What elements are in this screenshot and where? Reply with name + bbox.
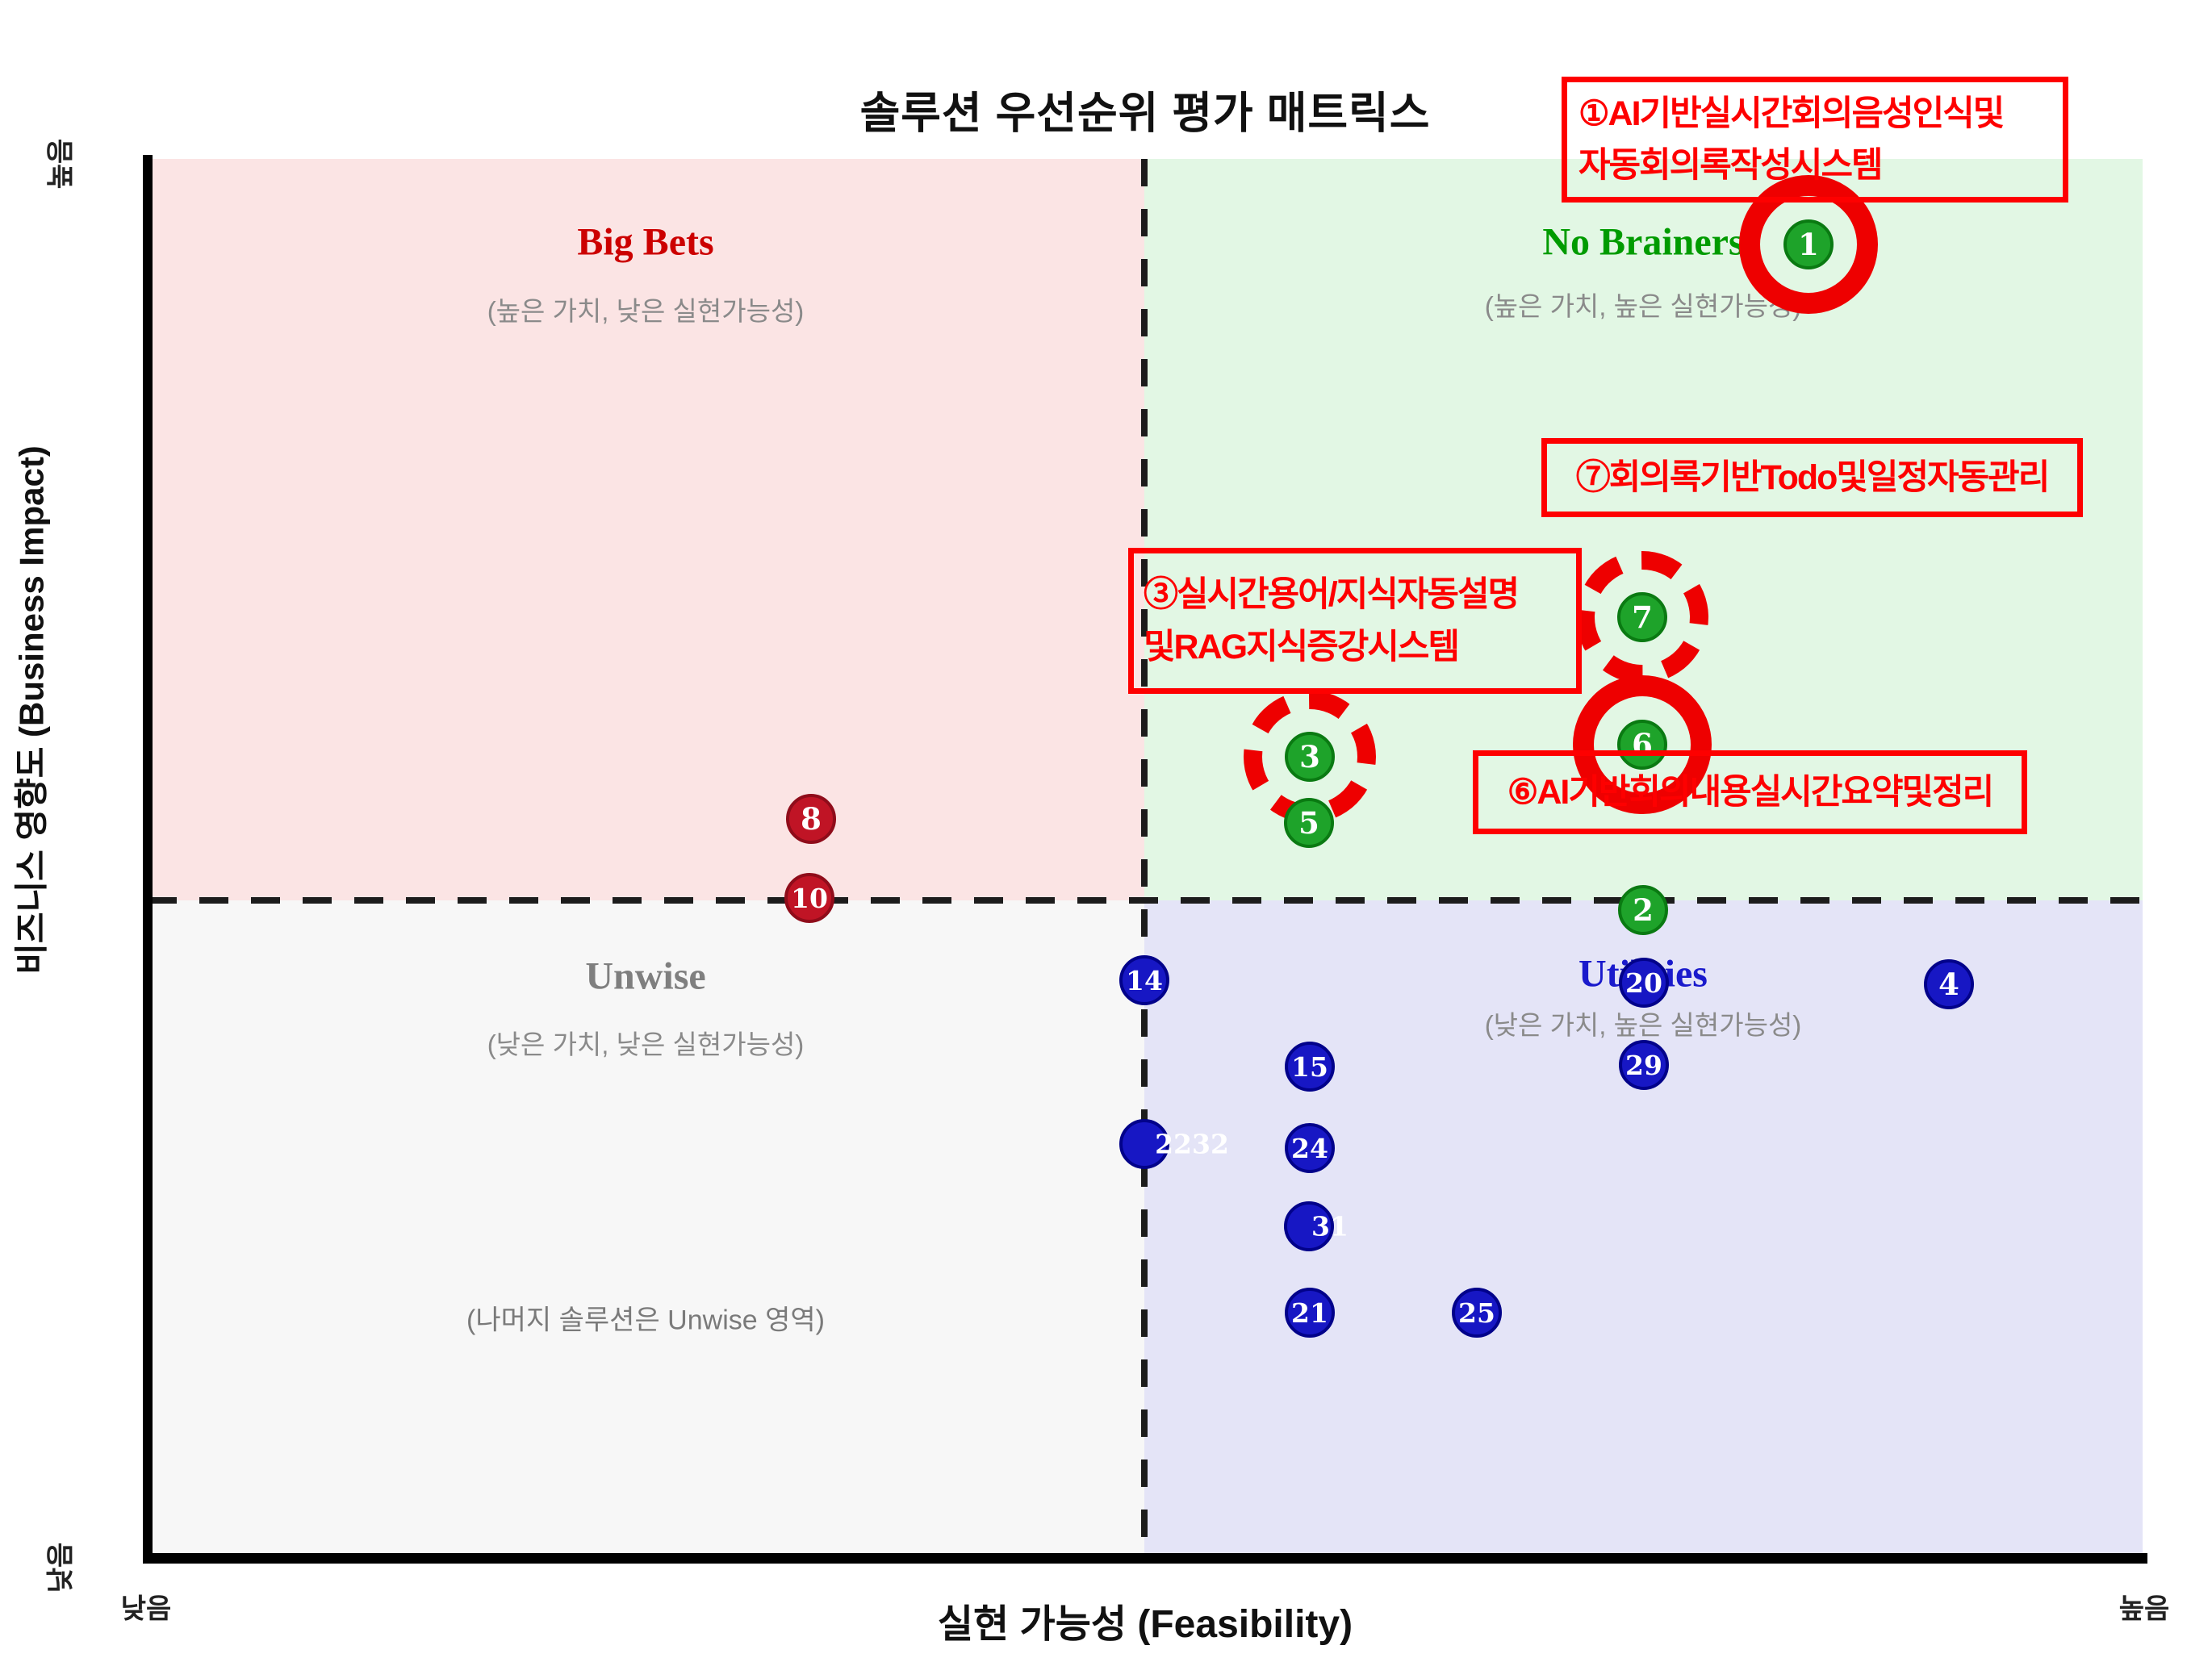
quadrant-title-big-bets: Big Bets xyxy=(577,220,714,264)
callout-solution-3: ③실시간용어/지식자동설명 및RAG지식증강시스템 xyxy=(1128,548,1582,694)
data-point-10: 10 xyxy=(784,873,834,923)
data-point-label-7: 7 xyxy=(1632,599,1653,635)
data-point-2: 2 xyxy=(1618,885,1668,935)
data-point-31: 31 xyxy=(1284,1201,1349,1251)
data-point-label-4: 4 xyxy=(1938,967,1959,1002)
data-point-5: 5 xyxy=(1284,798,1334,848)
data-point-label-1: 1 xyxy=(1798,227,1819,262)
data-point-label-15: 15 xyxy=(1291,1050,1328,1083)
quadrant-subtitle-unwise: (낮은 가치, 낮은 실현가능성) xyxy=(487,1029,805,1059)
data-point-21: 21 xyxy=(1285,1288,1335,1338)
data-point-15: 15 xyxy=(1285,1042,1335,1092)
y-axis-title: 비즈니스 영향도 (Business Impact) xyxy=(12,445,51,975)
callout-solution-1-line1: ①AI기반실시간회의음성인식및 xyxy=(1579,94,2005,133)
x-tick-high: 높음 xyxy=(2118,1593,2170,1625)
data-point-24: 24 xyxy=(1285,1123,1335,1173)
data-point-label-31: 31 xyxy=(1311,1210,1349,1242)
data-point-29: 29 xyxy=(1619,1040,1669,1090)
x-axis-title: 실현 가능성 (Feasibility) xyxy=(937,1603,1353,1646)
quadrant-subtitle-utilities: (낮은 가치, 높은 실현가능성) xyxy=(1484,1010,1802,1040)
data-point-label-8: 8 xyxy=(801,801,822,837)
callout-solution-6-line1: ⑥AI기반회의내용실시간요약및정리 xyxy=(1507,772,1994,812)
callout-solution-6: ⑥AI기반회의내용실시간요약및정리 xyxy=(1473,750,2027,834)
data-point-1: 1 xyxy=(1783,219,1834,269)
data-point-label-24: 24 xyxy=(1291,1132,1328,1164)
x-axis-line xyxy=(143,1553,2147,1564)
quadrant-subtitle-big-bets: (높은 가치, 낮은 실현가능성) xyxy=(487,296,805,326)
data-point-label-6: 6 xyxy=(1632,727,1653,762)
data-point-label-20: 20 xyxy=(1625,967,1662,999)
data-point-label-3: 3 xyxy=(1299,739,1320,775)
data-point-20: 20 xyxy=(1619,958,1669,1008)
data-point-2232: 2232 xyxy=(1119,1119,1229,1169)
callout-solution-7-line1: ⑦회의록기반Todo및일정자동관리 xyxy=(1575,457,2051,497)
callout-solution-7: ⑦회의록기반Todo및일정자동관리 xyxy=(1541,438,2083,517)
quadrant-unwise-bg xyxy=(148,900,1144,1557)
data-point-label-2: 2 xyxy=(1633,892,1654,928)
quadrant-title-no-brainers: No Brainers xyxy=(1542,220,1744,264)
callout-solution-1-line2: 자동회의록작성시스템 xyxy=(1579,146,1884,185)
data-point-3: 3 xyxy=(1285,732,1335,782)
data-point-label-5: 5 xyxy=(1298,805,1319,841)
data-point-label-2232: 2232 xyxy=(1155,1128,1229,1160)
callout-solution-3-line1: ③실시간용어/지식자동설명 xyxy=(1144,575,1520,614)
quadrant-title-unwise: Unwise xyxy=(585,954,706,998)
data-point-7: 7 xyxy=(1617,592,1667,642)
quadrant-subtitle-no-brainers: (높은 가치, 높은 실현가능성) xyxy=(1484,291,1802,321)
data-point-8: 8 xyxy=(786,794,836,844)
callout-solution-3-line2: 및RAG지식증강시스템 xyxy=(1144,627,1460,666)
data-point-label-25: 25 xyxy=(1458,1297,1495,1329)
plot-area xyxy=(148,159,2143,1557)
horizontal-divider-dashed-line xyxy=(148,897,2143,904)
callout-solution-1: ①AI기반실시간회의음성인식및 자동회의록작성시스템 xyxy=(1562,77,2068,203)
y-tick-low: 낮음 xyxy=(45,1542,77,1593)
vertical-divider-dashed-line xyxy=(1141,159,1148,1557)
data-point-label-10: 10 xyxy=(791,882,828,914)
chart-title: 솔루션 우선순위 평가 매트릭스 xyxy=(859,89,1431,138)
data-point-6: 6 xyxy=(1617,720,1667,770)
unwise-note: (나머지 솔루션은 Unwise 영역) xyxy=(466,1305,825,1336)
x-tick-low: 낮음 xyxy=(120,1593,172,1625)
y-axis-line xyxy=(143,155,153,1563)
data-point-label-21: 21 xyxy=(1291,1297,1328,1329)
data-point-label-29: 29 xyxy=(1625,1049,1662,1081)
y-tick-high: 높음 xyxy=(45,138,77,190)
data-point-label-14: 14 xyxy=(1126,964,1163,996)
data-point-4: 4 xyxy=(1924,959,1974,1009)
data-point-14: 14 xyxy=(1119,955,1169,1005)
data-point-25: 25 xyxy=(1452,1288,1502,1338)
quadrant-big-bets-bg xyxy=(148,159,1144,900)
